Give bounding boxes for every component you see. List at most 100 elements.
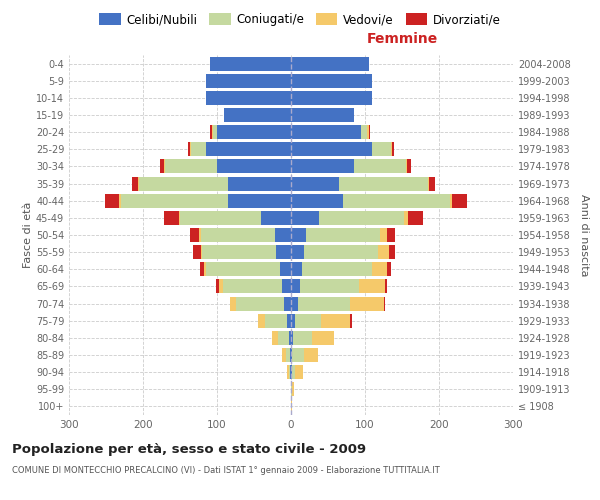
Bar	[287, 314, 291, 328]
Bar	[217, 160, 291, 173]
Bar	[206, 262, 280, 276]
Bar	[119, 194, 121, 207]
Bar	[367, 125, 369, 139]
Bar	[235, 296, 284, 310]
Bar	[292, 382, 294, 396]
Bar	[291, 365, 292, 379]
Bar	[223, 280, 282, 293]
Bar	[291, 262, 302, 276]
Bar	[230, 296, 235, 310]
Bar	[369, 125, 370, 139]
Bar	[407, 160, 411, 173]
Bar	[272, 331, 278, 345]
Bar	[404, 211, 408, 225]
Bar	[104, 194, 119, 207]
Y-axis label: Anni di nascita: Anni di nascita	[579, 194, 589, 276]
Text: Popolazione per età, sesso e stato civile - 2009: Popolazione per età, sesso e stato civil…	[12, 442, 366, 456]
Bar	[291, 160, 354, 173]
Bar	[206, 142, 291, 156]
Bar	[201, 228, 275, 242]
Bar	[289, 331, 291, 345]
Bar	[304, 245, 379, 259]
Bar	[291, 194, 343, 207]
Bar	[280, 262, 291, 276]
Bar	[373, 262, 387, 276]
Bar	[379, 245, 389, 259]
Bar	[276, 245, 291, 259]
Y-axis label: Fasce di età: Fasce di età	[23, 202, 33, 268]
Bar	[199, 228, 201, 242]
Bar	[228, 176, 291, 190]
Bar	[295, 365, 303, 379]
Bar	[200, 262, 203, 276]
Bar	[286, 348, 290, 362]
Bar	[190, 142, 191, 156]
Bar	[298, 296, 350, 310]
Bar	[138, 176, 139, 190]
Bar	[354, 160, 406, 173]
Bar	[430, 176, 436, 190]
Bar	[214, 125, 217, 139]
Bar	[206, 74, 291, 88]
Bar	[265, 314, 287, 328]
Bar	[391, 142, 392, 156]
Bar	[387, 262, 391, 276]
Bar	[160, 160, 164, 173]
Bar	[291, 280, 300, 293]
Bar	[282, 348, 286, 362]
Bar	[211, 125, 212, 139]
Bar	[339, 176, 428, 190]
Bar	[292, 365, 295, 379]
Bar	[291, 108, 354, 122]
Bar	[312, 331, 334, 345]
Bar	[359, 280, 385, 293]
Bar	[164, 160, 165, 173]
Bar	[284, 296, 291, 310]
Bar	[179, 211, 180, 225]
Bar	[282, 280, 291, 293]
Bar	[406, 160, 407, 173]
Bar	[203, 262, 206, 276]
Legend: Celibi/Nubili, Coniugati/e, Vedovi/e, Divorziati/e: Celibi/Nubili, Coniugati/e, Vedovi/e, Di…	[95, 8, 505, 31]
Bar	[290, 348, 291, 362]
Bar	[291, 400, 292, 413]
Bar	[392, 142, 394, 156]
Bar	[291, 314, 295, 328]
Bar	[132, 176, 138, 190]
Bar	[190, 228, 199, 242]
Bar	[293, 331, 312, 345]
Bar	[291, 125, 361, 139]
Bar	[291, 296, 298, 310]
Bar	[319, 211, 404, 225]
Bar	[387, 228, 395, 242]
Bar	[193, 245, 201, 259]
Bar	[262, 211, 291, 225]
Bar	[219, 280, 223, 293]
Bar	[343, 194, 450, 207]
Bar	[209, 56, 291, 70]
Bar	[408, 211, 423, 225]
Bar	[217, 125, 291, 139]
Bar	[278, 331, 289, 345]
Bar	[215, 280, 219, 293]
Bar	[428, 176, 430, 190]
Bar	[450, 194, 452, 207]
Bar	[291, 348, 292, 362]
Bar	[306, 228, 380, 242]
Bar	[291, 56, 369, 70]
Bar	[291, 382, 292, 396]
Bar	[165, 160, 217, 173]
Bar	[291, 211, 319, 225]
Bar	[295, 314, 320, 328]
Bar	[287, 365, 289, 379]
Bar	[164, 211, 179, 225]
Bar	[385, 280, 387, 293]
Text: Femmine: Femmine	[367, 32, 437, 46]
Bar	[212, 125, 214, 139]
Bar	[291, 176, 339, 190]
Bar	[201, 245, 202, 259]
Bar	[290, 365, 291, 379]
Bar	[350, 296, 383, 310]
Bar	[389, 245, 395, 259]
Bar	[291, 74, 373, 88]
